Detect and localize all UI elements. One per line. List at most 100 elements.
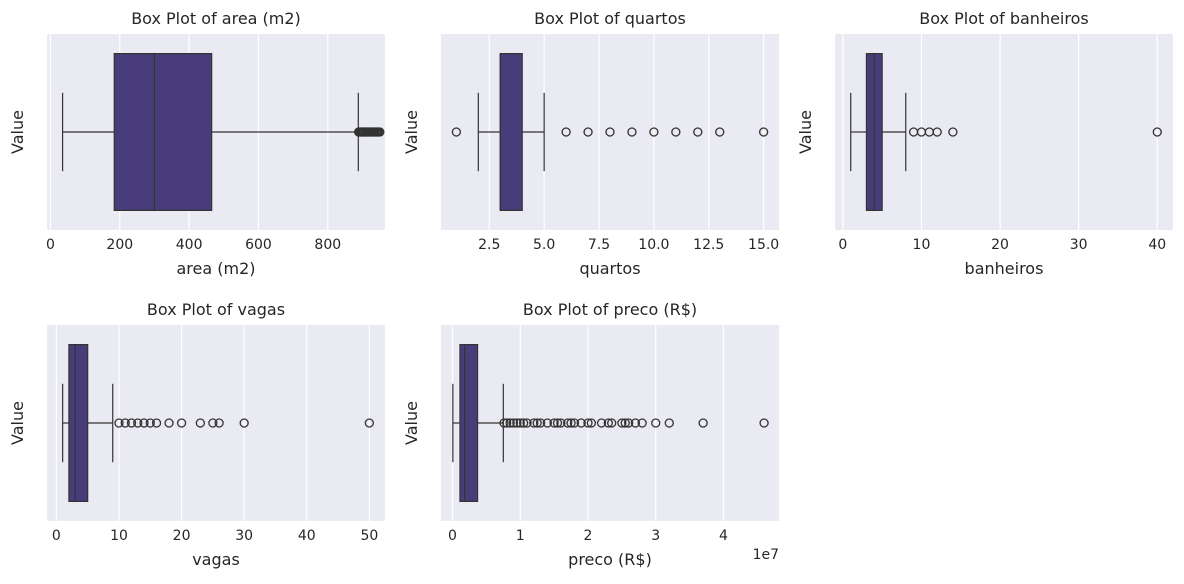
outlier-point (364, 418, 375, 428)
outlier-point (664, 418, 674, 428)
outlier-point (239, 418, 249, 428)
iqr-box (68, 344, 89, 503)
outlier-point (499, 418, 509, 428)
outlier-point (176, 418, 187, 428)
subplot-2: 0 10 20 30 40 Box Plot of banheiros banheiros V… (796, 9, 1173, 278)
subplot-1: 2.5 5.0 7.5 10.0 12.5 15.0 Box Plot of quartos… (402, 9, 779, 278)
outlier-point (552, 418, 563, 428)
outlier-point (569, 418, 580, 428)
outlier-point (214, 418, 224, 428)
outlier-point (576, 418, 586, 428)
chart-title: Box Plot of area (m2) (131, 9, 301, 28)
x-tick-label: 1 (516, 528, 525, 544)
x-tick-label: 600 (245, 237, 272, 253)
x-tick-label: 15.0 (748, 237, 779, 253)
outlier-point (114, 418, 124, 428)
outlier-point (518, 418, 529, 428)
x-tick-label: 7.5 (588, 237, 610, 253)
x-tick-label: 0 (52, 528, 61, 544)
x-tick-label: 800 (314, 237, 341, 253)
outlier-point (627, 127, 637, 137)
y-axis-label: Value (8, 401, 27, 445)
x-tick-label: 0 (448, 528, 457, 544)
outlier-point (451, 127, 462, 137)
outlier-point (932, 127, 942, 137)
x-tick-label: 30 (1070, 237, 1088, 253)
outlier-point (759, 418, 769, 428)
outlier-point (603, 418, 613, 428)
outlier-point (549, 418, 559, 428)
x-tick-label: 400 (176, 237, 203, 253)
outlier-point (151, 418, 162, 428)
outlier-point (375, 127, 385, 137)
x-tick-label: 40 (1148, 237, 1166, 253)
x-tick-label: 2 (584, 528, 593, 544)
outlier-point (596, 418, 607, 428)
outlier-point (583, 418, 593, 428)
subplot-3: 0 10 20 30 40 50 Box Plot of vagas vagas Value (8, 300, 385, 569)
outlier-point (561, 127, 571, 137)
x-axis-label: quartos (579, 259, 640, 278)
outlier-point (208, 418, 218, 428)
subplot-0: 0 200 400 600 800 Box Plot of area (m2) area (… (8, 9, 385, 278)
x-tick-label: 50 (360, 528, 378, 544)
x-tick-label: 20 (991, 237, 1009, 253)
outlier-point (1152, 127, 1162, 137)
x-tick-label: 10 (913, 237, 931, 253)
outlier-point (637, 418, 647, 428)
outlier-point (126, 418, 137, 428)
outlier-point (617, 418, 627, 428)
outlier-point (607, 418, 617, 428)
y-axis-label: Value (8, 110, 27, 154)
outlier-point (512, 418, 522, 428)
outlier-point (630, 418, 641, 428)
x-tick-label: 2.5 (478, 237, 500, 253)
outlier-point (502, 418, 512, 428)
y-axis-label: Value (402, 110, 421, 154)
x-tick-label: 4 (719, 528, 728, 544)
x-tick-label: 20 (173, 528, 191, 544)
outlier-point (948, 127, 958, 137)
iqr-box (113, 52, 213, 212)
outlier-point (195, 418, 206, 428)
outlier-point (529, 418, 539, 428)
outlier-point (651, 418, 661, 428)
x-tick-label: 5.0 (533, 237, 555, 253)
x-tick-label: 0 (838, 237, 847, 253)
outlier-point (133, 418, 143, 428)
x-axis-label: area (m2) (176, 259, 255, 278)
iqr-box (499, 52, 523, 212)
x-tick-label: 40 (298, 528, 316, 544)
y-axis-label: Value (402, 401, 421, 445)
x-offset-label: 1e7 (753, 547, 779, 563)
y-axis-label: Value (796, 110, 815, 154)
iqr-box (459, 344, 479, 503)
outlier-point (605, 127, 615, 137)
outlier-point (586, 418, 597, 428)
x-tick-label: 30 (235, 528, 253, 544)
x-tick-label: 10 (110, 528, 128, 544)
x-tick-label: 12.5 (693, 237, 724, 253)
outlier-point (145, 418, 155, 428)
outlier-point (671, 127, 681, 137)
chart-title: Box Plot of preco (R$) (523, 300, 697, 319)
outlier-point (532, 418, 542, 428)
outlier-point (566, 418, 576, 428)
x-tick-label: 3 (651, 528, 660, 544)
x-axis-label: vagas (192, 550, 240, 569)
outlier-point (620, 418, 630, 428)
x-axis-label: preco (R$) (568, 550, 652, 569)
subplot-4: 0 1 2 3 4 1e7 Box Plot of preco (R$) preco (R$)… (402, 300, 779, 569)
outlier-point (164, 418, 174, 428)
outlier-point (649, 127, 659, 137)
chart-title: Box Plot of vagas (147, 300, 285, 319)
chart-title: Box Plot of quartos (534, 9, 686, 28)
outlier-point (715, 127, 725, 137)
outlier-point (522, 418, 532, 428)
x-tick-label: 0 (46, 237, 55, 253)
outlier-point (120, 418, 130, 428)
outlier-point (693, 127, 703, 137)
outlier-point (758, 127, 769, 137)
outlier-point (583, 127, 593, 137)
